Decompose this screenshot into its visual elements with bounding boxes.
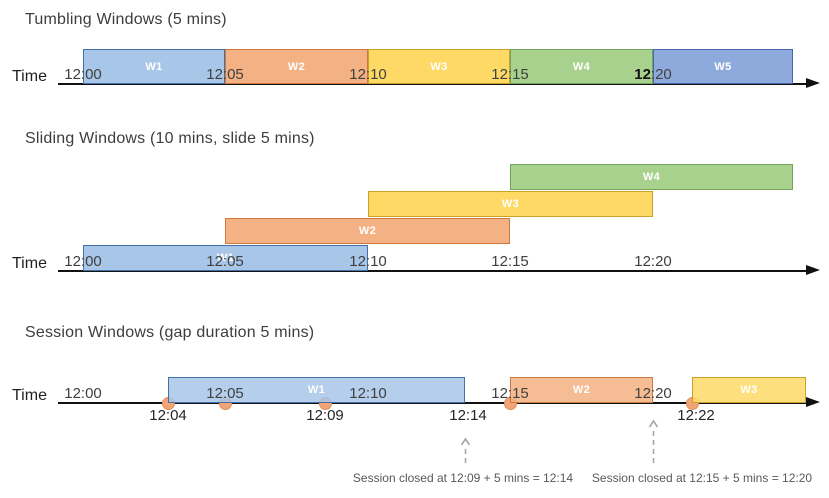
window-label: W1 xyxy=(216,252,235,264)
tumbling-section-title: Tumbling Windows (5 mins) xyxy=(25,11,227,28)
window-label: W2 xyxy=(572,384,591,396)
tumbling-window-bar-w4: W4 xyxy=(510,49,653,84)
window-label: W5 xyxy=(714,60,732,73)
tumbling-window-bar-w1: W1 xyxy=(83,49,225,84)
tumbling-tick-label-12:05: 12:05 xyxy=(206,66,244,83)
sliding-tick-label-12:20: 12:20 xyxy=(634,253,672,270)
tumbling-tick-label-12:20: 12:20 xyxy=(634,66,672,83)
window-label: W2 xyxy=(287,60,306,73)
tumbling-time-axis-line xyxy=(58,83,806,85)
sliding-tick-label-12:05: 12:05 xyxy=(206,253,244,270)
tumbling-axis-arrowhead-icon xyxy=(806,78,820,88)
session-window-bar-w3: W3 xyxy=(692,377,806,403)
session-window-bar-w1: W1 xyxy=(168,377,465,403)
session-close-annotation-1: Session closed at 12:09 + 5 mins = 12:14 xyxy=(352,471,574,485)
event-time-label-12:09: 12:09 xyxy=(306,407,344,424)
window-label: W4 xyxy=(642,171,661,183)
tumbling-window-bar-w5: W5 xyxy=(653,49,793,84)
sliding-tick-label-12:00: 12:00 xyxy=(64,253,102,270)
window-label: W1 xyxy=(307,384,326,396)
tumbling-window-bar-w2: W2 xyxy=(225,49,368,84)
session-time-axis-label: Time xyxy=(12,387,47,404)
session-tick-label-12:00: 12:00 xyxy=(64,385,102,402)
window-label: W1 xyxy=(145,60,163,73)
tumbling-tick-label-12:10: 12:10 xyxy=(349,66,387,83)
tumbling-window-bar-w3: W3 xyxy=(368,49,510,84)
window-label: W4 xyxy=(572,60,591,73)
sliding-window-bar-w4: W4 xyxy=(510,164,793,190)
session-time-axis-line xyxy=(58,402,806,404)
sliding-time-axis-label: Time xyxy=(12,255,47,272)
session-section-title: Session Windows (gap duration 5 mins) xyxy=(25,324,315,341)
session-close-annotation-2: Session closed at 12:15 + 5 mins = 12:20 xyxy=(591,471,813,485)
session-close-arrow-icon xyxy=(460,437,471,463)
event-time-label-12:04: 12:04 xyxy=(149,407,187,424)
session-tick-label-12:15: 12:15 xyxy=(491,385,529,402)
sliding-time-axis-line xyxy=(58,270,806,272)
sliding-axis-arrowhead-icon xyxy=(806,265,820,275)
tumbling-time-axis-label: Time xyxy=(12,68,47,85)
window-label: W3 xyxy=(430,60,448,73)
sliding-section-title: Sliding Windows (10 mins, slide 5 mins) xyxy=(25,130,315,147)
window-label: W3 xyxy=(501,198,520,210)
sliding-window-bar-w3: W3 xyxy=(368,191,653,217)
sliding-tick-label-12:15: 12:15 xyxy=(491,253,529,270)
session-tick-label-12:20: 12:20 xyxy=(634,385,672,402)
event-time-label-12:22: 12:22 xyxy=(677,407,715,424)
session-axis-arrowhead-icon xyxy=(806,397,820,407)
sliding-window-bar-w1: W1 xyxy=(83,245,368,271)
tumbling-tick-label-12:15: 12:15 xyxy=(491,66,529,83)
tumbling-tick-label-12:00: 12:00 xyxy=(64,66,102,83)
session-close-arrow-icon xyxy=(648,419,659,463)
window-label: W3 xyxy=(740,384,758,396)
sliding-tick-label-12:10: 12:10 xyxy=(349,253,387,270)
event-time-label-12:14: 12:14 xyxy=(449,407,487,424)
sliding-window-bar-w2: W2 xyxy=(225,218,510,244)
session-tick-label-12:05: 12:05 xyxy=(206,385,244,402)
window-label: W2 xyxy=(358,225,377,237)
session-tick-label-12:10: 12:10 xyxy=(349,385,387,402)
session-window-bar-w2: W2 xyxy=(510,377,653,403)
